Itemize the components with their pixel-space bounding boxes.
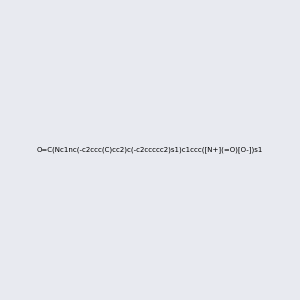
Text: O=C(Nc1nc(-c2ccc(C)cc2)c(-c2ccccc2)s1)c1ccc([N+](=O)[O-])s1: O=C(Nc1nc(-c2ccc(C)cc2)c(-c2ccccc2)s1)c1… <box>37 147 263 153</box>
